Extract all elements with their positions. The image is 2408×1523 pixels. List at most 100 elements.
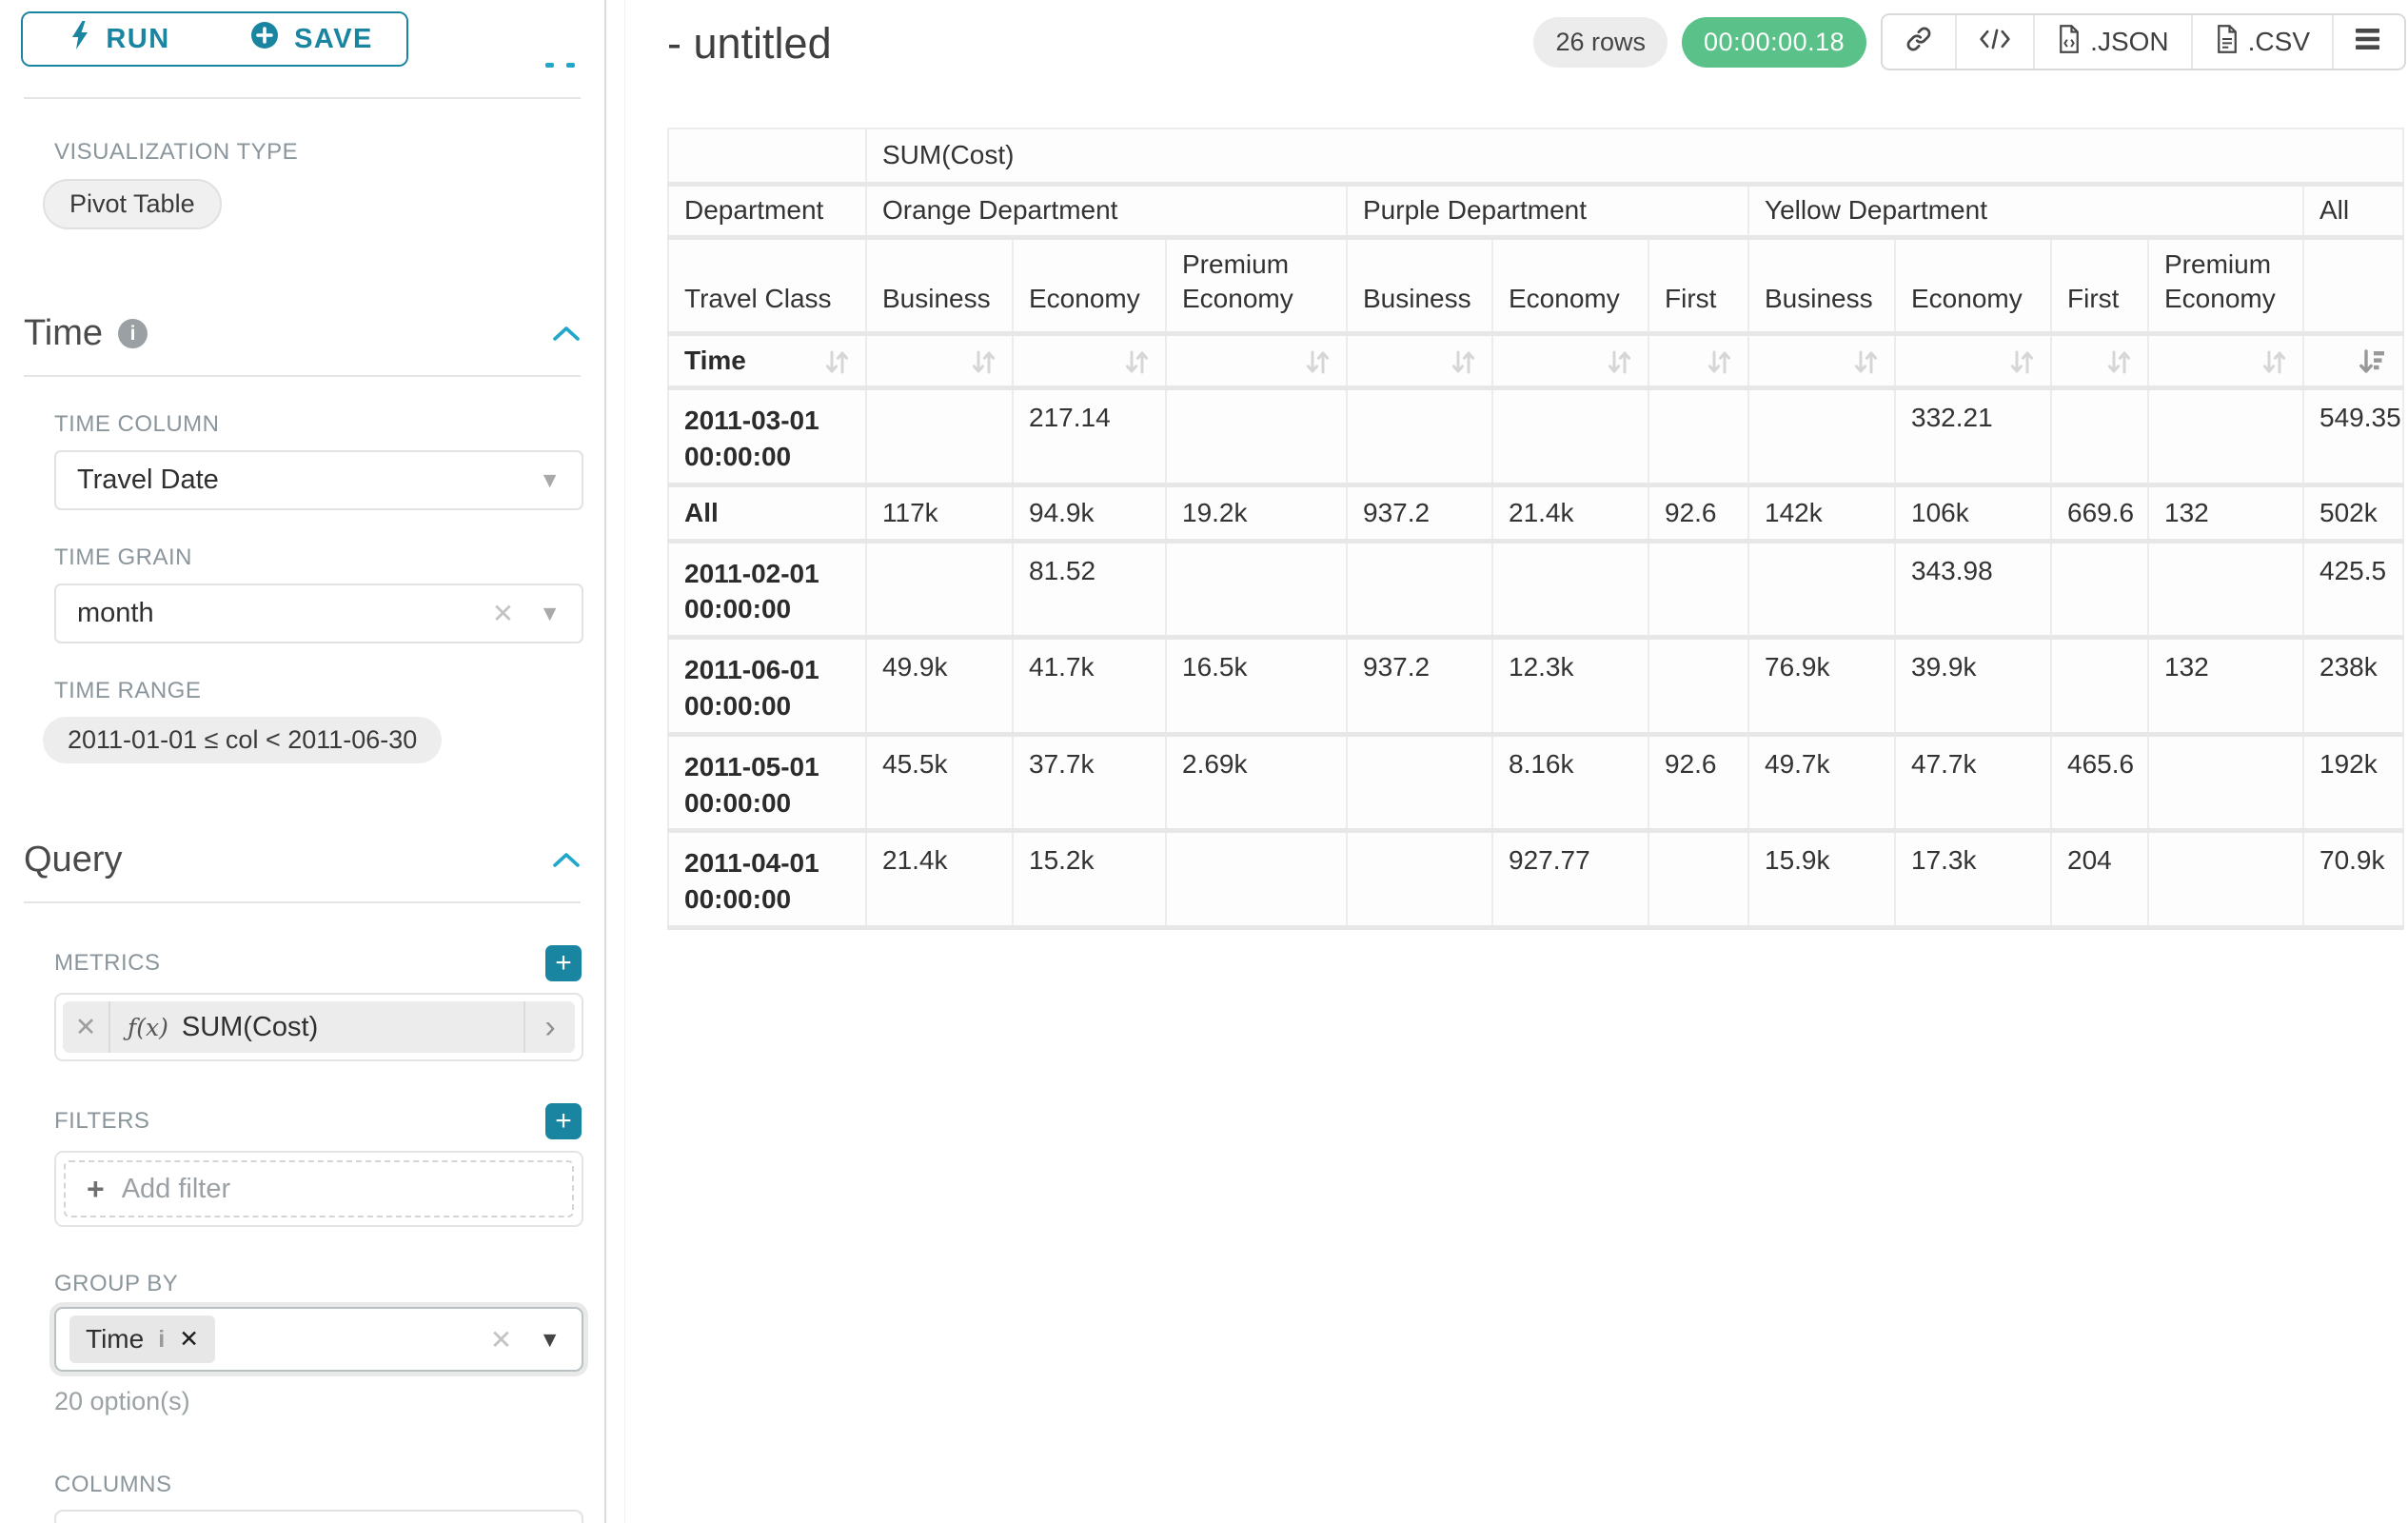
metric-pill[interactable]: ✕ ƒ(x) SUM(Cost) › (63, 1001, 575, 1053)
sort-updown-icon[interactable] (1305, 346, 1331, 375)
export-csv-button[interactable]: .CSV (2190, 15, 2332, 69)
row-count-badge: 26 rows (1533, 16, 1668, 68)
metric-value: SUM(Cost) (181, 1011, 319, 1042)
remove-tag-icon[interactable]: ✕ (179, 1326, 200, 1353)
time-grain-label: TIME GRAIN (54, 544, 193, 570)
col-subheader: Business (1346, 236, 1493, 337)
panel-resizer[interactable] (606, 0, 625, 1523)
sort-header[interactable] (2301, 332, 2405, 391)
clear-icon[interactable]: ✕ (489, 1324, 513, 1355)
sort-header[interactable] (1747, 332, 1896, 391)
table-row: 2011-06-01 00:00:00 49.9k 41.7k 16.5k 937.2 1… (667, 636, 2405, 737)
sort-header[interactable] (1491, 332, 1649, 391)
value-cell (2147, 540, 2304, 641)
chart-area: - untitled 26 rows 00:00:00.18 .JSON (625, 0, 2408, 1523)
value-cell: 502k (2301, 484, 2405, 544)
remove-metric-icon[interactable]: ✕ (63, 1001, 110, 1053)
value-cell: 132 (2147, 484, 2304, 544)
col-subheader: Business (1747, 236, 1896, 337)
chevron-down-icon: ▼ (539, 601, 561, 625)
expand-metric-icon[interactable]: › (523, 1001, 575, 1053)
sort-header[interactable] (1346, 332, 1493, 391)
value-cell (1165, 540, 1348, 641)
sort-header[interactable] (1165, 332, 1348, 391)
value-cell: 117k (865, 484, 1014, 544)
value-cell: 425.5 (2301, 540, 2405, 641)
col-subheader: First (2050, 236, 2149, 337)
query-section-title: Query (24, 840, 123, 880)
sort-updown-icon[interactable] (1853, 346, 1879, 375)
value-cell: 47.7k (1894, 733, 2052, 834)
run-button[interactable]: RUN (23, 13, 217, 65)
add-filter-dropzone[interactable]: + Add filter (64, 1160, 574, 1217)
time-range-pill[interactable]: 2011-01-01 ≤ col < 2011-06-30 (43, 717, 443, 763)
time-grain-value: month (77, 598, 154, 628)
value-cell: 49.9k (865, 636, 1014, 737)
chart-header-controls: 26 rows 00:00:00.18 .JSON .CSV (1533, 13, 2406, 70)
sort-header[interactable] (1648, 332, 1749, 391)
collapse-chevron-icon[interactable] (552, 851, 581, 870)
function-icon: ƒ(x) (128, 1013, 168, 1041)
time-column-select[interactable]: Travel Date ▼ (54, 450, 583, 510)
sort-header[interactable] (2147, 332, 2304, 391)
viz-type-pill[interactable]: Pivot Table (43, 179, 222, 229)
chevron-down-icon: ▼ (539, 1326, 561, 1352)
copy-link-button[interactable] (1883, 15, 1956, 69)
viz-type-label: VISUALIZATION TYPE (54, 139, 299, 165)
save-button[interactable]: SAVE (217, 13, 406, 65)
sort-updown-icon[interactable] (1124, 346, 1150, 375)
sort-header-time[interactable]: Time (667, 332, 867, 391)
value-cell (1747, 540, 1896, 641)
divider (24, 97, 581, 99)
sort-header[interactable] (1012, 332, 1167, 391)
export-json-button[interactable]: .JSON (2033, 15, 2191, 69)
info-icon: i (158, 1325, 166, 1353)
sort-updown-icon[interactable] (2106, 346, 2132, 375)
embed-code-button[interactable] (1955, 15, 2034, 69)
value-cell: 45.5k (865, 733, 1014, 834)
sort-header[interactable] (1894, 332, 2052, 391)
value-cell: 15.2k (1012, 829, 1167, 931)
plus-icon: + (87, 1171, 105, 1206)
table-row: 2011-05-01 00:00:00 45.5k 37.7k 2.69k 8.16k 9… (667, 733, 2405, 834)
clear-icon[interactable]: ✕ (491, 599, 515, 628)
sort-updown-icon[interactable] (2009, 346, 2035, 375)
sort-header[interactable] (2050, 332, 2149, 391)
sort-header[interactable] (865, 332, 1014, 391)
filters-header-row: FILTERS + (54, 1103, 582, 1139)
collapse-chevron-icon[interactable] (552, 325, 581, 344)
value-cell: 16.5k (1165, 636, 1348, 737)
chart-title[interactable]: - untitled (667, 19, 832, 68)
value-cell: 15.9k (1747, 829, 1896, 931)
more-options-button[interactable] (2332, 15, 2404, 69)
value-cell: 81.52 (1012, 540, 1167, 641)
sort-updown-icon[interactable] (824, 346, 850, 377)
columns-select[interactable]: Department ✕ Travel Class ✕ ✕ ▼ (54, 1510, 583, 1523)
sort-desc-active-icon[interactable] (2358, 346, 2387, 375)
add-filter-button[interactable]: + (545, 1103, 582, 1139)
sort-updown-icon[interactable] (1451, 346, 1476, 375)
value-cell (1648, 829, 1749, 931)
sort-updown-icon[interactable] (971, 346, 997, 375)
value-cell: 70.9k (2301, 829, 2405, 931)
col-group-header: All (2301, 183, 2405, 240)
table-row-subheaders: Travel Class Business Economy Premium Econo… (667, 236, 2405, 337)
group-by-select[interactable]: Time i ✕ ✕ ▼ (54, 1307, 583, 1372)
value-cell (865, 386, 1014, 487)
time-grain-select[interactable]: month ✕ ▼ (54, 583, 583, 643)
value-cell (1346, 540, 1493, 641)
value-cell (2147, 386, 2304, 487)
value-cell (1648, 540, 1749, 641)
chart-header: - untitled 26 rows 00:00:00.18 .JSON (667, 13, 2406, 70)
sort-updown-icon[interactable] (2261, 346, 2287, 375)
sort-updown-icon[interactable] (1607, 346, 1632, 375)
table-row-groups: Department Orange Department Purple Depart… (667, 183, 2405, 240)
sort-updown-icon[interactable] (1707, 346, 1732, 375)
add-metric-button[interactable]: + (545, 945, 582, 981)
value-cell: 937.2 (1346, 636, 1493, 737)
hamburger-icon (2356, 27, 2382, 58)
value-cell: 106k (1894, 484, 2052, 544)
filters-container: + Add filter (54, 1151, 583, 1227)
group-by-options-hint: 20 option(s) (54, 1387, 190, 1415)
